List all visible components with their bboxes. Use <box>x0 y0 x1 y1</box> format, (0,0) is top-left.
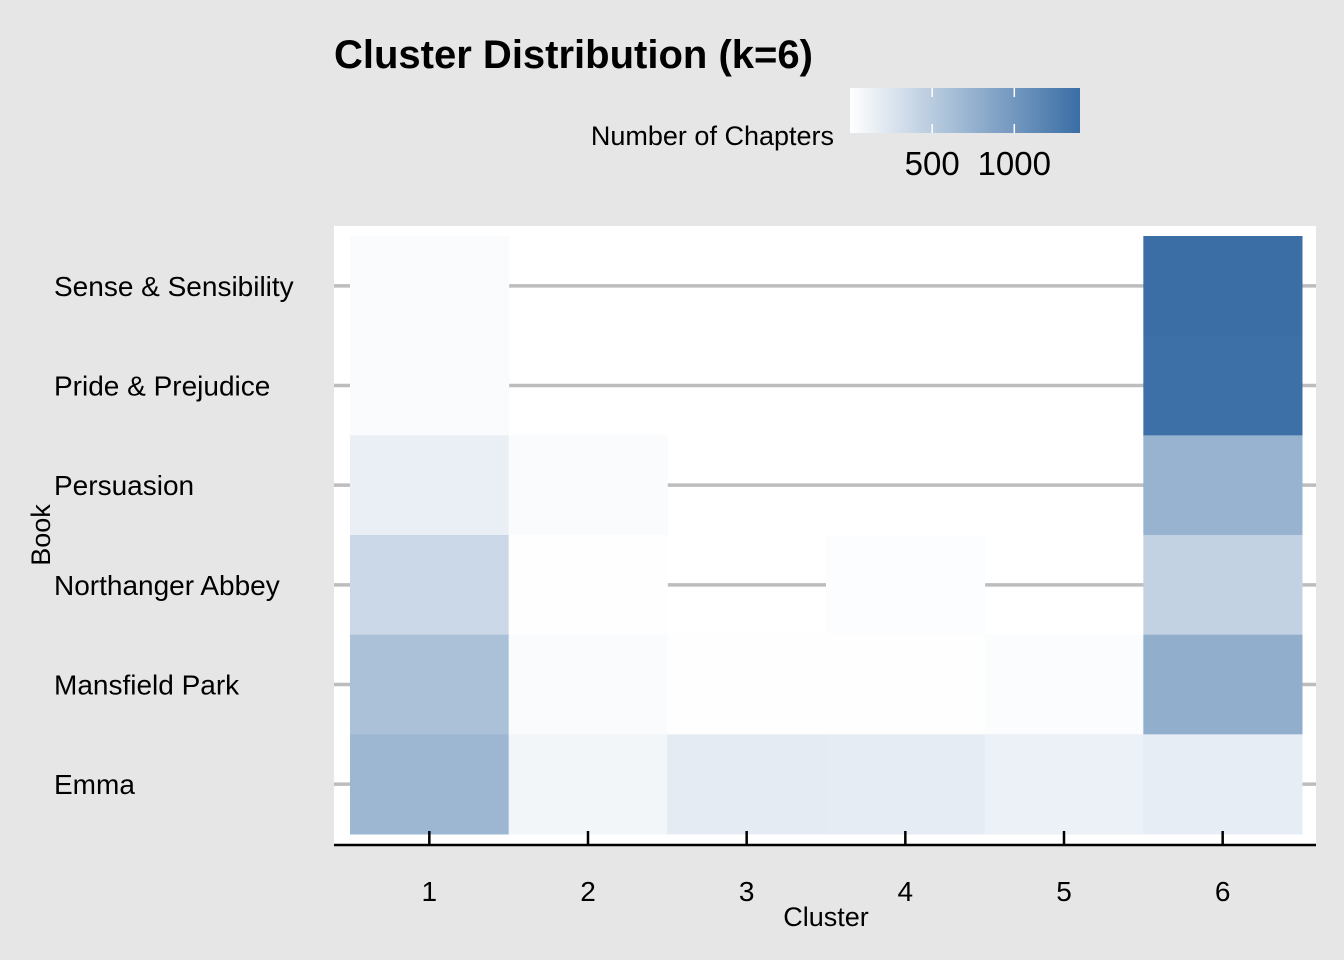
heatmap-cell <box>667 634 827 735</box>
heatmap-cell <box>1143 535 1303 636</box>
y-axis-label: Book <box>26 504 56 566</box>
y-tick-label: Northanger Abbey <box>54 570 280 601</box>
x-tick-label: 3 <box>739 876 755 907</box>
y-tick-label: Emma <box>54 769 135 800</box>
heatmap-cell <box>826 734 986 835</box>
heatmap-cell <box>826 535 986 636</box>
y-tick-label: Pride & Prejudice <box>54 371 270 402</box>
heatmap-cell <box>984 634 1144 735</box>
heatmap-cell <box>508 734 668 835</box>
heatmap-cell <box>826 634 986 735</box>
x-tick-label: 6 <box>1215 876 1231 907</box>
x-tick-label: 4 <box>898 876 914 907</box>
heatmap-cell <box>1143 734 1303 835</box>
color-legend: Number of Chapters 500 1000 <box>591 88 1080 182</box>
x-axis-label: Cluster <box>783 902 869 932</box>
y-tick-label: Sense & Sensibility <box>54 271 294 302</box>
heatmap-cell <box>508 634 668 735</box>
x-tick-label: 2 <box>580 876 596 907</box>
heatmap-cell <box>508 535 668 636</box>
x-tick-label: 1 <box>422 876 438 907</box>
chart-title: Cluster Distribution (k=6) <box>334 33 813 77</box>
heatmap-cell <box>1143 435 1303 536</box>
heatmap-cell <box>984 734 1144 835</box>
heatmap-cell <box>350 734 510 835</box>
heatmap-cells <box>350 236 1303 835</box>
heatmap-cell <box>1143 634 1303 735</box>
x-tick-label: 5 <box>1056 876 1072 907</box>
y-tick-label: Mansfield Park <box>54 670 240 701</box>
heatmap-cell <box>350 535 510 636</box>
heatmap-cell <box>1143 236 1303 337</box>
heatmap-cell <box>508 435 668 536</box>
heatmap-cell <box>1143 335 1303 436</box>
heatmap-cell <box>350 435 510 536</box>
legend-tick-label: 500 <box>905 145 960 182</box>
heatmap-cell <box>667 734 827 835</box>
heatmap-cell <box>350 236 510 337</box>
heatmap-cell <box>350 335 510 436</box>
legend-title: Number of Chapters <box>591 121 834 151</box>
heatmap-cell <box>350 634 510 735</box>
legend-tick-label: 1000 <box>978 145 1051 182</box>
y-tick-label: Persuasion <box>54 470 194 501</box>
legend-colorbar <box>850 88 1080 133</box>
